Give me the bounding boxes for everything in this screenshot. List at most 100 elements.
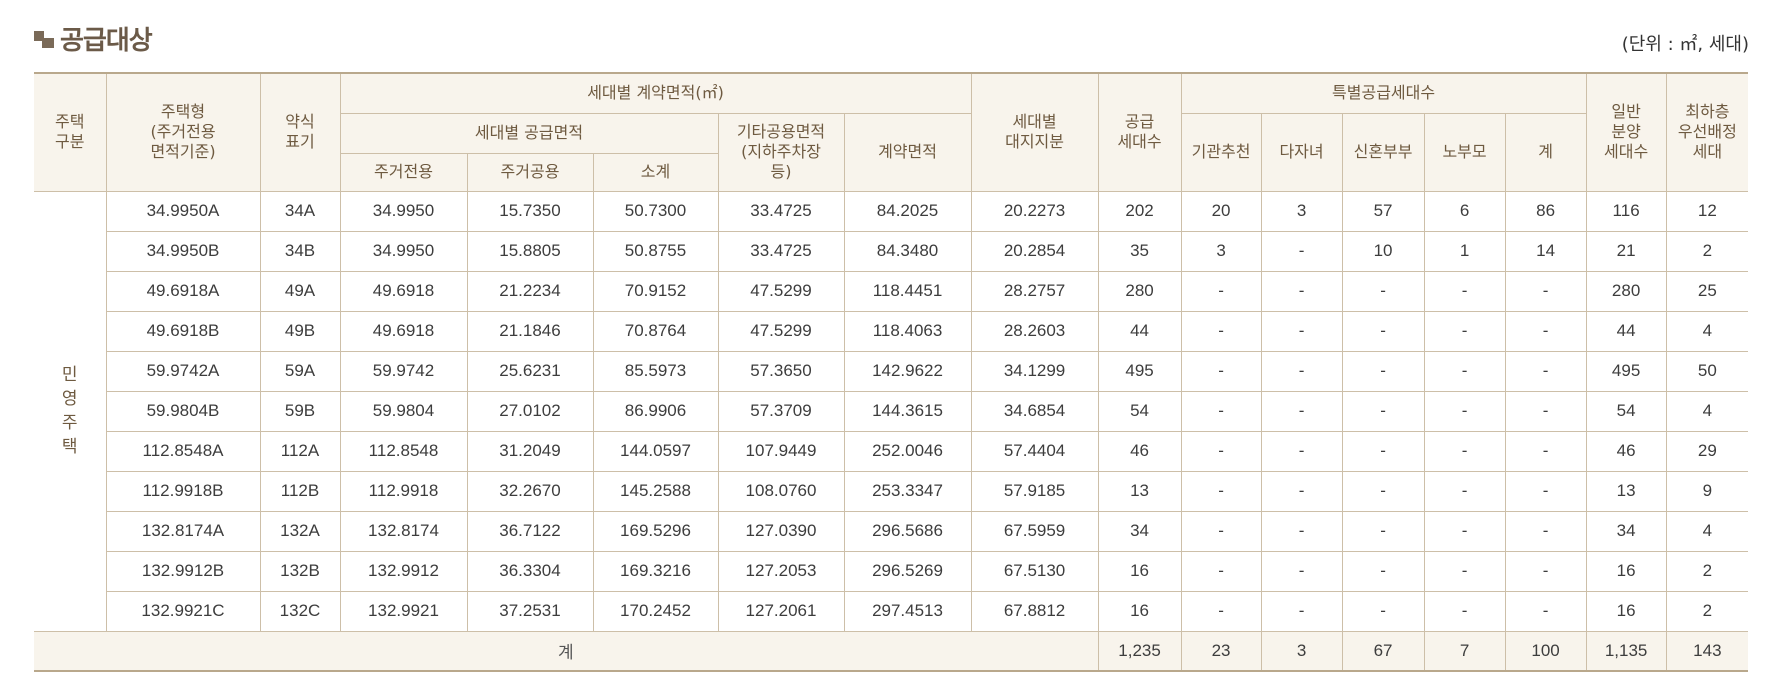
table-cell: 86 (1504, 190, 1587, 232)
table-cell: 59.9742 (339, 350, 468, 392)
table-cell: 59.9742A (106, 350, 261, 392)
section-title-text: 공급대상 (60, 26, 153, 56)
table-cell: - (1260, 470, 1343, 512)
table-cell: 59A (259, 350, 341, 392)
table-cell: 296.5686 (843, 510, 972, 552)
table-cell: 59B (259, 390, 341, 432)
header-multi-child: 다자녀 (1260, 112, 1343, 192)
table-cell: 59.9804B (106, 390, 261, 432)
table-cell: 28.2603 (970, 310, 1099, 352)
table-cell: 145.2588 (592, 470, 719, 512)
table-cell: 10 (1341, 230, 1425, 272)
table-row: 112.8548A 112A 112.8548 31.2049 144.0597 107.… (34, 430, 1749, 472)
table-row: 민영주택 34.9950A 34A 34.9950 15.7350 50.7300 33.4… (34, 190, 1749, 632)
table-cell: - (1423, 470, 1506, 512)
table-cell: 27.0102 (466, 390, 594, 432)
table-cell: 44 (1097, 310, 1182, 352)
table-cell: 84.2025 (843, 190, 972, 232)
table-cell: 21 (1585, 230, 1667, 272)
table-cell: 44 (1585, 310, 1667, 352)
table-cell: - (1260, 510, 1343, 552)
header-general: 일반 분양 세대수 (1585, 72, 1667, 192)
table-cell: 170.2452 (592, 590, 719, 632)
table-cell: 25.6231 (466, 350, 594, 392)
table-cell: 16 (1097, 590, 1182, 632)
table-row: 49.6918B 49B 49.6918 21.1846 70.8764 47.5299 1… (34, 310, 1749, 352)
table-cell: - (1504, 430, 1587, 472)
table-cell: 280 (1097, 270, 1182, 312)
table-cell: - (1423, 550, 1506, 592)
table-cell: - (1341, 350, 1425, 392)
table-cell: 14 (1504, 230, 1587, 272)
table-cell: - (1180, 430, 1262, 472)
table-cell: - (1504, 310, 1587, 352)
table-cell: 34.9950B (106, 230, 261, 272)
table-cell: 132B (259, 550, 341, 592)
table-cell: 67.5130 (970, 550, 1099, 592)
table-cell: 28.2757 (970, 270, 1099, 312)
table-cell: - (1423, 510, 1506, 552)
table-cell: 70.8764 (592, 310, 719, 352)
table-cell: 57 (1341, 190, 1425, 232)
table-cell: - (1504, 590, 1587, 632)
table-cell: 57.9185 (970, 470, 1099, 512)
header-contract-area: 계약면적 (843, 112, 972, 192)
table-cell: 107.9449 (717, 430, 845, 472)
group-label: 민영주택 (34, 190, 107, 632)
table-cell: - (1341, 470, 1425, 512)
table-cell: - (1423, 390, 1506, 432)
table-cell: 116 (1585, 190, 1667, 232)
table-cell: 20.2854 (970, 230, 1099, 272)
table-cell: 12 (1665, 190, 1749, 232)
table-cell: 16 (1585, 550, 1667, 592)
table-cell: 132A (259, 510, 341, 552)
table-cell: 2 (1665, 230, 1749, 272)
table-cell: 16 (1585, 590, 1667, 632)
table-cell: 37.2531 (466, 590, 594, 632)
table-cell: 20 (1180, 190, 1262, 232)
table-cell: 4 (1665, 390, 1749, 432)
table-cell: 34A (259, 190, 341, 232)
table-cell: - (1341, 430, 1425, 472)
table-cell: 202 (1097, 190, 1182, 232)
table-cell: 6 (1423, 190, 1506, 232)
header-subtotal: 소계 (592, 152, 718, 192)
total-cell: 143 (1665, 630, 1749, 672)
table-cell: 34B (259, 230, 341, 272)
total-cell: 23 (1180, 630, 1262, 672)
table-cell: 112.8548 (339, 430, 468, 472)
table-cell: 132.8174 (339, 510, 468, 552)
header-newlywed: 신혼부부 (1341, 112, 1425, 192)
table-cell: - (1260, 310, 1343, 352)
table-cell: - (1423, 350, 1506, 392)
table-cell: 1 (1423, 230, 1506, 272)
table-cell: 144.3615 (843, 390, 972, 432)
table-row: 132.9921C 132C 132.9921 37.2531 170.2452 127.… (34, 590, 1749, 632)
table-cell: - (1180, 510, 1262, 552)
header-elderly: 노부모 (1423, 112, 1506, 192)
table-cell: - (1504, 550, 1587, 592)
table-cell: 50 (1665, 350, 1749, 392)
header-contract-area-group: 세대별 계약면적(㎡) (339, 72, 972, 114)
table-cell: 118.4451 (843, 270, 972, 312)
table-cell: - (1423, 590, 1506, 632)
table-cell: - (1260, 430, 1343, 472)
table-cell: 132.9921C (106, 590, 261, 632)
table-cell: - (1180, 350, 1262, 392)
table-cell: - (1180, 310, 1262, 352)
table-cell: - (1260, 590, 1343, 632)
table-cell: 50.8755 (592, 230, 719, 272)
table-cell: 46 (1097, 430, 1182, 472)
table-cell: 169.5296 (592, 510, 719, 552)
table-cell: 132.9912 (339, 550, 468, 592)
table-row: 112.9918B 112B 112.9918 32.2670 145.2588 108.… (34, 470, 1749, 512)
total-label: 계 (34, 630, 1099, 672)
table-cell: 297.4513 (843, 590, 972, 632)
table-cell: 59.9804 (339, 390, 468, 432)
table-cell: - (1260, 350, 1343, 392)
table-cell: - (1504, 390, 1587, 432)
table-body: 민영주택 34.9950A 34A 34.9950 15.7350 50.7300 33.4… (34, 190, 1749, 632)
table-cell: 495 (1097, 350, 1182, 392)
table-cell: - (1423, 270, 1506, 312)
